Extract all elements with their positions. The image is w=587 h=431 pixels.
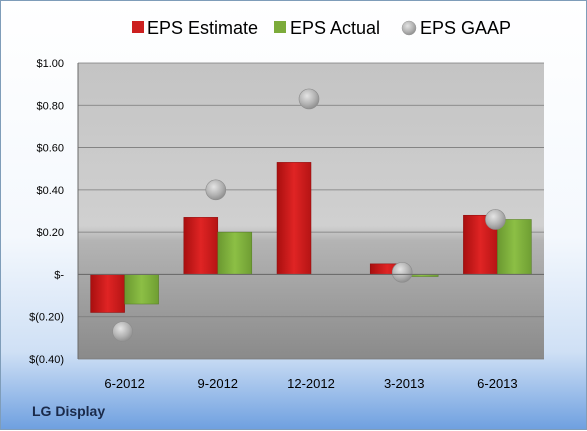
marker-eps-gaap <box>298 88 320 110</box>
bar-eps-actual <box>497 219 532 275</box>
legend-swatch-eps-gaap <box>401 20 417 36</box>
y-tick-label: $0.40 <box>36 185 64 197</box>
y-tick-label: $0.80 <box>36 100 64 112</box>
legend-swatch-eps-actual <box>274 21 286 33</box>
bar-eps-estimate <box>90 274 125 313</box>
bar-eps-estimate <box>183 217 219 275</box>
y-tick-label: $0.20 <box>36 227 64 239</box>
marker-eps-gaap <box>485 209 506 230</box>
bar-eps-actual <box>217 231 253 275</box>
y-tick-label: $1.00 <box>36 58 64 70</box>
legend: EPS Estimate EPS Actual EPS GAAP <box>132 18 511 38</box>
marker-eps-gaap <box>391 262 413 283</box>
y-tick-label: $0.60 <box>36 143 64 155</box>
x-tick-label: 6-2013 <box>477 376 517 391</box>
y-tick-label: $(0.20) <box>29 312 64 324</box>
y-tick-label: $- <box>54 269 64 281</box>
legend-label: EPS GAAP <box>420 18 511 38</box>
x-tick-label: 9-2012 <box>198 376 238 391</box>
y-tick-label: $(0.40) <box>29 354 64 366</box>
x-tick-label: 6-2012 <box>104 376 144 391</box>
bar-eps-actual <box>124 274 159 305</box>
x-tick-label: 12-2012 <box>287 376 335 391</box>
legend-swatch-eps-estimate <box>132 21 144 33</box>
legend-label: EPS Estimate <box>147 18 258 38</box>
company-label: LG Display <box>32 403 106 419</box>
x-tick-label: 3-2013 <box>384 376 424 391</box>
marker-eps-gaap <box>112 321 133 342</box>
legend-label: EPS Actual <box>290 18 380 38</box>
bar-eps-estimate <box>276 162 312 275</box>
plot-area: $1.00 $0.80 $0.60 $0.40 $0.20 $- $(0.20) $(0.40… <box>29 58 544 391</box>
marker-eps-gaap <box>205 179 227 201</box>
